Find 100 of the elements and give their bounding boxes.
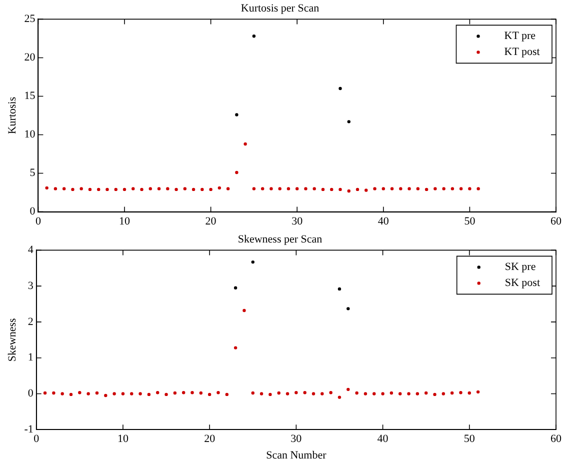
y-tick-label: 0: [30, 206, 36, 218]
point: [147, 392, 151, 396]
x-tick-label: 20: [205, 215, 217, 228]
y-tick-label: 20: [24, 52, 36, 64]
point: [450, 391, 454, 395]
point: [476, 187, 480, 190]
point: [192, 188, 196, 192]
point: [407, 392, 410, 396]
point: [442, 392, 446, 396]
chart-title: Kurtosis per Scan: [240, 2, 320, 14]
point: [312, 187, 316, 190]
point: [106, 188, 109, 192]
point: [97, 188, 100, 192]
point: [140, 188, 144, 192]
point: [200, 188, 204, 192]
y-tick-label: 0: [28, 388, 34, 400]
point: [416, 392, 420, 396]
point: [218, 186, 222, 190]
point: [286, 392, 290, 396]
point: [408, 187, 411, 190]
point: [156, 391, 160, 394]
point: [278, 187, 282, 190]
point: [104, 394, 108, 398]
point: [390, 187, 394, 190]
legend-label: SK pre: [504, 261, 536, 274]
point: [346, 307, 350, 310]
point: [260, 392, 264, 396]
point: [78, 391, 82, 394]
point: [434, 187, 437, 190]
legend-label: KT post: [504, 46, 540, 58]
x-tick-label: 60: [550, 215, 562, 228]
point: [347, 120, 350, 124]
chart-title: Skewness per Scan: [238, 233, 323, 246]
point: [294, 391, 298, 394]
point: [190, 391, 194, 394]
y-tick-label: 1: [28, 352, 34, 364]
point: [199, 391, 203, 395]
point: [468, 391, 471, 395]
point: [277, 391, 280, 395]
point: [252, 34, 256, 38]
x-axis-title: Scan Number: [266, 449, 327, 462]
point: [225, 392, 228, 396]
point: [347, 189, 350, 193]
point: [164, 392, 168, 396]
point: [270, 187, 273, 190]
point: [321, 188, 325, 192]
point: [338, 396, 342, 399]
point: [173, 391, 177, 395]
x-tick-label: 40: [378, 215, 390, 228]
x-tick-label: 60: [550, 433, 562, 446]
point: [208, 392, 212, 396]
point: [424, 188, 428, 192]
point: [433, 392, 436, 396]
point: [88, 188, 92, 192]
point: [251, 260, 254, 264]
point: [382, 187, 385, 190]
point: [69, 392, 73, 396]
point: [242, 308, 246, 312]
y-tick-label: 25: [24, 13, 36, 26]
point: [216, 391, 220, 394]
point: [268, 392, 272, 396]
y-tick-label: 2: [28, 316, 34, 328]
x-tick-label: 40: [377, 433, 389, 446]
point: [476, 390, 480, 394]
point: [130, 392, 134, 396]
y-tick-label: 15: [24, 90, 36, 102]
legend-label: KT pre: [504, 30, 536, 42]
y-tick-label: 5: [30, 167, 36, 180]
point: [304, 187, 308, 190]
point: [235, 170, 238, 174]
point: [355, 391, 358, 395]
point: [251, 391, 254, 395]
point: [381, 392, 384, 396]
point: [182, 391, 186, 394]
point: [234, 286, 238, 290]
point: [390, 391, 394, 395]
y-tick-label: -1: [24, 423, 34, 436]
point: [442, 187, 446, 190]
point: [373, 187, 376, 190]
point: [312, 392, 316, 396]
point: [338, 86, 342, 90]
point: [60, 392, 64, 396]
point: [356, 188, 360, 192]
point: [398, 392, 402, 396]
x-tick-label: 30: [292, 215, 304, 228]
point: [416, 187, 420, 190]
x-tick-label: 50: [464, 433, 476, 446]
point: [122, 188, 126, 192]
point: [330, 188, 334, 192]
point: [399, 187, 402, 190]
y-tick-label: 4: [28, 244, 34, 256]
point: [43, 391, 47, 395]
point: [346, 388, 350, 392]
point: [296, 187, 299, 190]
point: [174, 188, 178, 192]
point: [286, 187, 290, 190]
point: [52, 391, 56, 395]
point: [71, 188, 74, 192]
point: [45, 186, 48, 190]
point: [157, 187, 161, 190]
